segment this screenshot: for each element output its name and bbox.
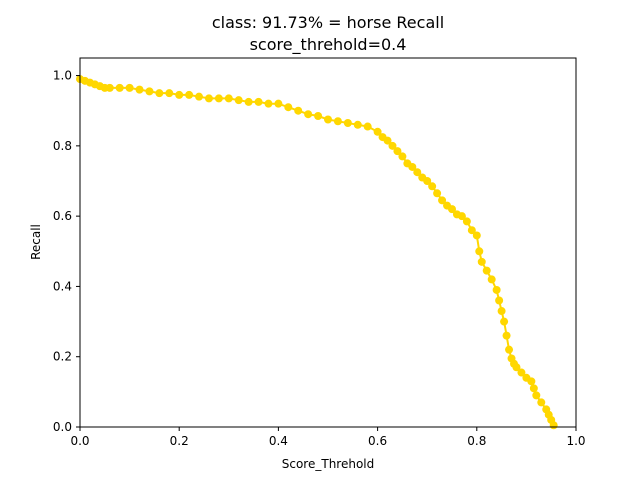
- recall-data-point: [195, 92, 204, 101]
- recall-data-point: [224, 94, 233, 103]
- recall-data-point: [475, 247, 484, 256]
- y-axis-ticks: 0.0 0.2 0.4 0.6 0.8 1.0: [53, 69, 80, 434]
- y-tick-label: 0.8: [53, 139, 72, 153]
- recall-data-point: [274, 99, 283, 108]
- y-tick-label: 0.2: [53, 350, 72, 364]
- recall-data-point: [254, 97, 263, 106]
- recall-data-point: [438, 196, 447, 205]
- recall-data-point: [413, 168, 422, 177]
- recall-data-point: [549, 421, 558, 430]
- recall-data-point: [462, 217, 471, 226]
- x-tick-label: 1.0: [566, 434, 585, 448]
- recall-data-point: [388, 141, 397, 150]
- recall-data-point: [234, 96, 243, 105]
- recall-data-point: [398, 152, 407, 161]
- recall-data-point: [115, 83, 124, 92]
- recall-data-point: [304, 110, 313, 119]
- recall-data-point: [135, 85, 144, 94]
- recall-data-point: [477, 257, 486, 266]
- recall-data-point: [284, 103, 293, 112]
- recall-data-point: [500, 317, 509, 326]
- recall-data-point: [105, 83, 114, 92]
- recall-data-point: [495, 296, 504, 305]
- recall-data-point: [145, 87, 154, 96]
- recall-data-point: [457, 212, 466, 221]
- recall-data-point: [537, 398, 546, 407]
- x-tick-label: 0.0: [70, 434, 89, 448]
- recall-data-point: [428, 182, 437, 191]
- recall-data-point: [343, 119, 352, 128]
- recall-data-point: [175, 90, 184, 99]
- recall-data-point: [467, 226, 476, 235]
- recall-data-point: [294, 106, 303, 115]
- recall-data-point: [433, 189, 442, 198]
- recall-data-point: [353, 120, 362, 129]
- recall-data-point: [393, 147, 402, 156]
- recall-data-point: [165, 89, 174, 98]
- axes-frame: [79, 57, 577, 428]
- recall-data-point: [264, 99, 273, 108]
- recall-data-point: [472, 231, 481, 240]
- y-axis-label: Recall: [29, 224, 43, 260]
- x-tick-label: 0.2: [170, 434, 189, 448]
- recall-data-point: [529, 384, 538, 393]
- recall-data-point: [532, 391, 541, 400]
- recall-data-point: [214, 94, 223, 103]
- recall-data-point: [324, 115, 332, 124]
- recall-data-point: [517, 368, 526, 377]
- recall-data-point: [185, 90, 194, 99]
- recall-data-point: [333, 117, 342, 126]
- recall-data-point: [363, 122, 372, 131]
- recall-data-point: [408, 162, 417, 171]
- recall-data-point: [527, 377, 536, 386]
- recall-data-point: [482, 266, 491, 275]
- recall-data-point: [512, 363, 521, 372]
- y-tick-label: 1.0: [53, 69, 72, 83]
- recall-data-point: [383, 136, 392, 145]
- recall-data-point: [448, 205, 456, 214]
- recall-data-point: [125, 83, 134, 92]
- x-tick-label: 0.8: [467, 434, 486, 448]
- recall-data-point: [314, 111, 323, 120]
- recall-data-point: [423, 177, 432, 185]
- x-tick-label: 0.6: [368, 434, 387, 448]
- recall-data-point: [155, 89, 164, 98]
- y-tick-label: 0.0: [53, 420, 72, 434]
- x-axis-label: Score_Threhold: [282, 457, 375, 471]
- x-tick-label: 0.4: [269, 434, 288, 448]
- recall-data-point: [502, 331, 511, 340]
- recall-data-point: [373, 127, 382, 136]
- recall-data-point: [244, 97, 253, 106]
- chart-title-line2: score_threhold=0.4: [250, 35, 407, 55]
- y-tick-label: 0.4: [53, 279, 72, 293]
- y-tick-label: 0.6: [53, 209, 72, 223]
- plot-area: [76, 75, 558, 430]
- recall-data-point: [497, 307, 506, 316]
- recall-data-point: [204, 94, 213, 103]
- recall-data-point: [487, 275, 496, 284]
- recall-data-point: [505, 345, 514, 354]
- x-axis-ticks: 0.0 0.2 0.4 0.6 0.8 1.0: [70, 427, 586, 448]
- chart-title-line1: class: 91.73% = horse Recall: [212, 13, 444, 32]
- recall-data-point: [492, 285, 501, 294]
